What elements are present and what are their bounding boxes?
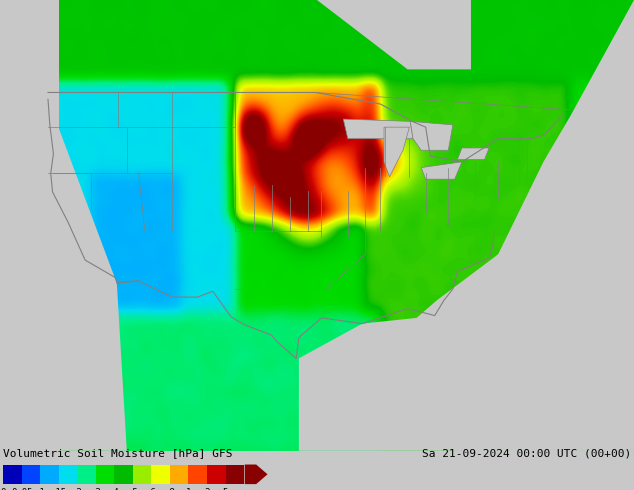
Polygon shape xyxy=(317,0,471,70)
Text: 0: 0 xyxy=(1,488,6,490)
Text: 3: 3 xyxy=(204,488,210,490)
Polygon shape xyxy=(0,0,127,451)
Text: .3: .3 xyxy=(91,488,101,490)
Polygon shape xyxy=(384,127,410,177)
Polygon shape xyxy=(444,0,634,451)
Polygon shape xyxy=(343,119,413,139)
Text: Sa 21-09-2024 00:00 UTC (00+00): Sa 21-09-2024 00:00 UTC (00+00) xyxy=(422,448,631,458)
Bar xyxy=(0,0,59,451)
Polygon shape xyxy=(457,148,489,160)
Text: .2: .2 xyxy=(72,488,82,490)
Text: .1: .1 xyxy=(35,488,46,490)
Text: .5: .5 xyxy=(127,488,138,490)
Text: .15: .15 xyxy=(51,488,67,490)
Text: .6: .6 xyxy=(146,488,157,490)
Text: 1: 1 xyxy=(186,488,191,490)
Text: .8: .8 xyxy=(165,488,176,490)
Text: 5: 5 xyxy=(223,488,228,490)
Polygon shape xyxy=(299,254,634,451)
Text: 0.05: 0.05 xyxy=(11,488,32,490)
Text: .4: .4 xyxy=(109,488,120,490)
Polygon shape xyxy=(410,122,453,150)
Text: Volumetric Soil Moisture [hPa] GFS: Volumetric Soil Moisture [hPa] GFS xyxy=(3,448,233,458)
Polygon shape xyxy=(421,162,462,179)
